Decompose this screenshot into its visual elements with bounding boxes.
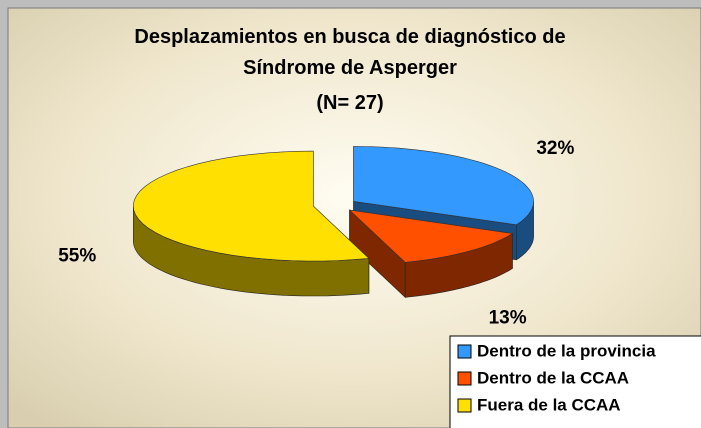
slice-side-shade [405,233,513,298]
slice [132,150,370,262]
data-label: 32% [536,138,574,159]
chart-title: Desplazamientos en busca de diagnóstico … [134,26,566,79]
legend-box [449,335,701,428]
slice-side-shade [516,201,534,260]
legend-swatch [457,398,472,413]
slice [353,146,534,226]
slice-side-shade [349,210,406,298]
legend-label: Dentro de la CCAA [477,368,629,387]
slice-side-shade [133,206,369,296]
data-label: 55% [58,245,96,266]
legend-swatch [457,344,472,359]
slice [348,209,514,263]
data-label: 13% [489,307,527,328]
legend-label: Fuera de la CCAA [477,395,621,414]
legend-label: Dentro de la provincia [477,341,656,360]
legend-swatch [457,371,472,386]
chart-subtitle: (N= 27) [316,92,384,114]
